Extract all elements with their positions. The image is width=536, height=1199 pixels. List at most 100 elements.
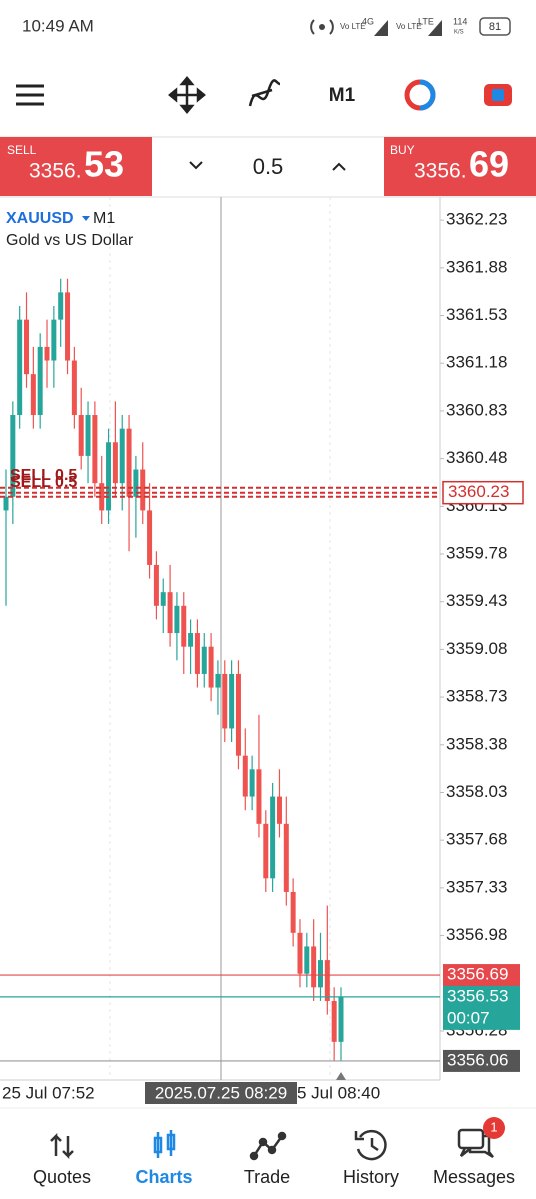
nav-history-icon[interactable] bbox=[354, 1129, 387, 1161]
y-tick-label: 3359.78 bbox=[446, 543, 507, 562]
volume-up[interactable] bbox=[332, 162, 346, 171]
candle-body bbox=[242, 755, 248, 797]
status-volte-2: Vo LTE bbox=[396, 22, 422, 31]
timeframe-button[interactable]: M1 bbox=[329, 85, 356, 106]
buy-label: BUY bbox=[390, 143, 415, 157]
nav-label[interactable]: History bbox=[343, 1167, 399, 1187]
y-tick-label: 3360.83 bbox=[446, 400, 507, 419]
nav-label[interactable]: Quotes bbox=[33, 1167, 91, 1187]
crosshair-time-label: 2025.07.25 08:29 bbox=[155, 1083, 287, 1102]
y-tick-label: 3359.08 bbox=[446, 639, 507, 658]
candle-body bbox=[276, 796, 282, 824]
battery-level: 81 bbox=[489, 21, 501, 33]
sell-label: SELL bbox=[7, 143, 37, 157]
candle-body bbox=[194, 633, 200, 674]
candle-body bbox=[37, 346, 43, 416]
candle-body bbox=[112, 442, 118, 484]
status-volte-1: Vo LTE bbox=[340, 22, 366, 31]
candle-body bbox=[235, 673, 241, 756]
trade-button[interactable] bbox=[484, 84, 512, 106]
sell-button[interactable] bbox=[0, 137, 152, 196]
y-tick-label: 3358.03 bbox=[446, 782, 507, 801]
order-price-label: 3360.23 bbox=[448, 482, 509, 501]
nav-label[interactable]: Trade bbox=[244, 1167, 290, 1187]
status-time: 10:49 AM bbox=[22, 16, 94, 35]
status-speed-unit: K/S bbox=[454, 30, 464, 36]
nav-charts-icon[interactable] bbox=[153, 1130, 176, 1158]
buy-price-big: 69 bbox=[469, 144, 509, 185]
y-tick-label: 3358.73 bbox=[446, 687, 507, 706]
ask-box bbox=[443, 964, 520, 987]
order-label: SELL 0.5 bbox=[10, 474, 77, 491]
chart-description: Gold vs US Dollar bbox=[6, 232, 134, 249]
status-lte: LTE bbox=[418, 16, 434, 26]
candle-body bbox=[24, 319, 30, 375]
signal-icon-2 bbox=[428, 20, 442, 36]
candle-body bbox=[249, 769, 255, 797]
candle-body bbox=[133, 469, 139, 497]
candle-body bbox=[140, 469, 146, 511]
candle-body bbox=[222, 673, 228, 729]
sell-price-main: 3356. bbox=[29, 160, 82, 183]
candle-body bbox=[290, 891, 296, 933]
candle-body bbox=[181, 605, 187, 647]
volume[interactable]: 0.5 bbox=[253, 154, 284, 179]
y-tick-label: 3361.53 bbox=[446, 305, 507, 324]
nav-quotes-icon[interactable] bbox=[50, 1132, 74, 1160]
candle-body bbox=[311, 946, 317, 988]
candle-body bbox=[65, 292, 71, 361]
candle-body bbox=[17, 319, 23, 416]
candle-body bbox=[44, 346, 50, 361]
nav-label[interactable]: Messages bbox=[433, 1167, 515, 1187]
chart-timeframe: M1 bbox=[93, 210, 115, 227]
y-tick-label: 3359.43 bbox=[446, 591, 507, 610]
buy-button[interactable] bbox=[384, 137, 536, 196]
crosshair-time-box bbox=[145, 1082, 297, 1104]
battery-outline bbox=[479, 17, 511, 36]
ask-price-label: 3356.69 bbox=[447, 965, 508, 984]
hotspot-waves bbox=[310, 19, 334, 35]
hotspot-icon bbox=[319, 24, 325, 30]
y-tick-label: 3360.48 bbox=[446, 448, 507, 467]
candle-body bbox=[99, 483, 105, 511]
x-tick-label: 25 Jul 07:52 bbox=[2, 1083, 95, 1102]
y-tick-label: 3358.38 bbox=[446, 734, 507, 753]
nav-trade-icon[interactable] bbox=[249, 1131, 287, 1161]
candle-body bbox=[3, 496, 9, 511]
messages-badge-count: 1 bbox=[490, 1119, 497, 1134]
bar-countdown: 00:07 bbox=[447, 1008, 490, 1027]
signal-icon-1 bbox=[374, 20, 388, 36]
messages-badge bbox=[483, 1117, 505, 1139]
one-click-trading[interactable] bbox=[404, 79, 436, 111]
nav-label[interactable]: Charts bbox=[135, 1167, 192, 1187]
buy-price-main: 3356. bbox=[414, 160, 467, 183]
chart-symbol[interactable]: XAUUSD bbox=[6, 210, 74, 227]
y-tick-label: 3361.88 bbox=[446, 257, 507, 276]
candle-body bbox=[126, 428, 132, 497]
chart-plot: 3362.23 3361.88 3361.53 3361.18 3360.83 3360.… bbox=[0, 210, 524, 1104]
candle-body bbox=[51, 319, 57, 361]
chart[interactable] bbox=[0, 197, 441, 1081]
volume-down[interactable] bbox=[189, 161, 203, 170]
candle-body bbox=[208, 646, 214, 688]
y-tick-label: 3362.23 bbox=[446, 210, 507, 229]
candle-body bbox=[263, 823, 269, 879]
candle-body bbox=[10, 415, 16, 497]
candle-body bbox=[147, 510, 153, 565]
candle-body bbox=[85, 415, 91, 456]
candle-body bbox=[270, 796, 276, 879]
indicators-tool[interactable] bbox=[248, 79, 281, 107]
crosshair-tool[interactable] bbox=[168, 76, 206, 114]
symbol-dropdown[interactable] bbox=[82, 216, 90, 221]
candle-body bbox=[297, 932, 303, 974]
candle-body bbox=[106, 442, 112, 511]
bid-box bbox=[443, 985, 520, 1030]
crosshair-price-label: 3356.06 bbox=[447, 1050, 508, 1069]
menu-button[interactable] bbox=[16, 84, 44, 106]
bid-price-label: 3356.53 bbox=[447, 986, 508, 1005]
candle-body bbox=[188, 633, 194, 647]
candle-body bbox=[78, 415, 84, 456]
